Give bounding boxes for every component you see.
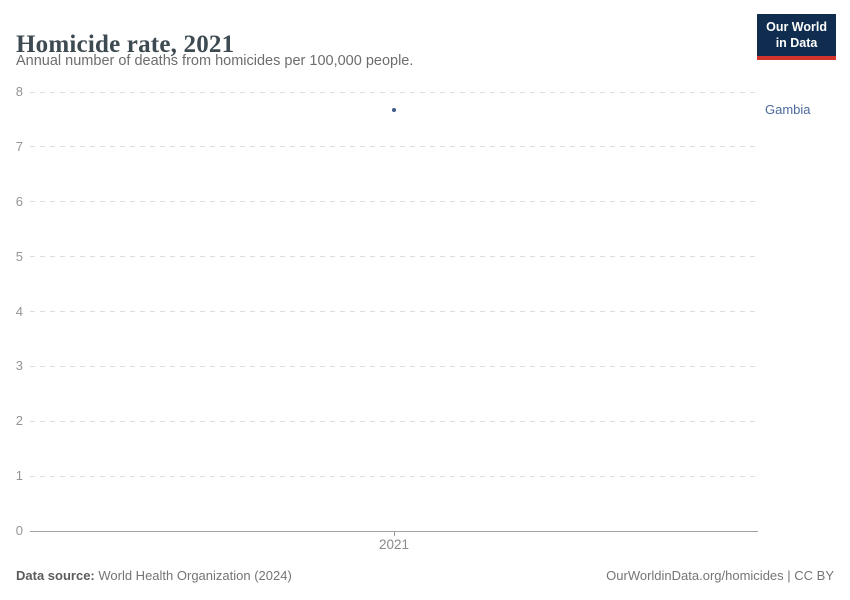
y-tick-label: 4 [15,303,23,319]
y-tick-label: 2 [15,413,23,429]
data-source-label: Data source: [16,568,95,583]
gridline [30,256,758,258]
entity-labels: Gambia [765,92,845,531]
gridline [30,201,758,203]
y-axis-labels: 0 1 2 3 4 5 6 7 8 [0,84,23,538]
y-tick-label: 0 [15,523,23,538]
plot-area [30,91,758,532]
gridline [30,146,758,148]
y-tick-label: 8 [15,84,23,99]
owid-logo-line1: Our World [766,20,827,34]
data-source-value: World Health Organization (2024) [94,568,292,583]
gridline [30,311,758,312]
owid-logo[interactable]: Our World in Data [757,14,836,60]
chart-footer: Data source: World Health Organization (… [16,568,834,583]
y-tick-label: 6 [15,193,23,209]
data-source-note: Data source: World Health Organization (… [16,568,292,583]
y-tick-label: 1 [15,468,23,484]
gridline [30,365,758,367]
data-point[interactable] [392,108,396,113]
chart-title: Homicide rate, 2021 [16,30,235,58]
entity-label-gambia[interactable]: Gambia [765,102,811,118]
y-tick-label: 7 [15,138,23,154]
x-axis-line [30,530,758,532]
x-tick-label: 2021 [378,537,410,552]
owid-logo-line2: in Data [775,36,818,51]
x-axis: 2021 [30,532,758,556]
gridline [30,475,758,477]
y-tick-label: 3 [15,358,23,374]
gridline [30,91,758,93]
chart-subtitle: Annual number of deaths from homicides p… [16,53,414,69]
x-tick-mark [393,532,395,536]
y-tick-label: 5 [15,248,23,264]
credit-link[interactable]: OurWorldinData.org/homicides | CC BY [606,568,834,583]
gridline [30,420,758,422]
